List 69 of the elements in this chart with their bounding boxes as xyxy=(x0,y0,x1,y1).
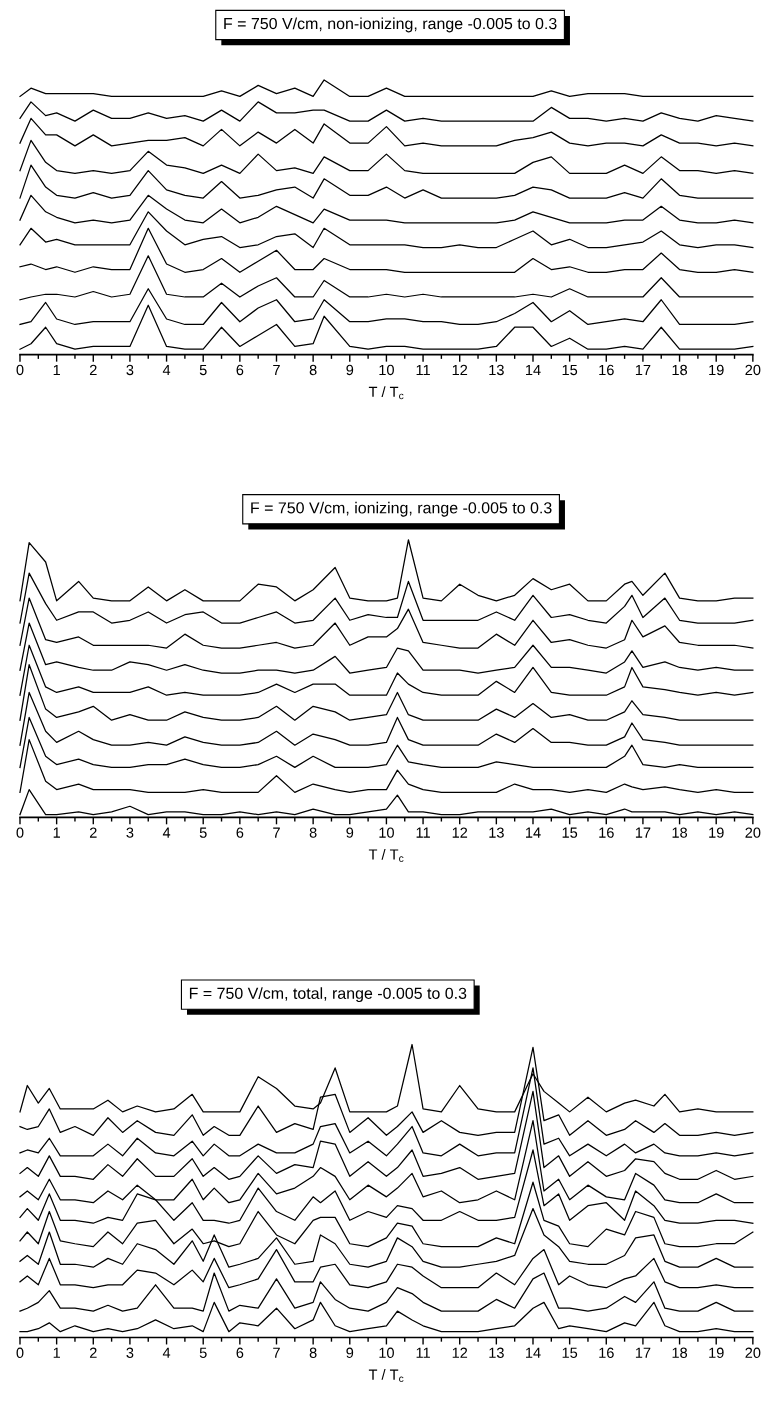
chart-title: F = 750 V/cm, non-ionizing, range -0.005 to 0.3 xyxy=(224,17,557,33)
x-tick-label: 14 xyxy=(526,364,541,375)
x-tick-label: 1 xyxy=(53,364,60,375)
x-tick-label: 16 xyxy=(599,364,614,376)
x-tick-label: 9 xyxy=(346,364,354,376)
x-tick-label: 17 xyxy=(635,1347,651,1358)
x-tick-label: 9 xyxy=(346,827,354,838)
x-tick-label: 5 xyxy=(199,1347,207,1358)
x-tick-label: 2 xyxy=(89,364,97,375)
x-tick-label: 7 xyxy=(273,364,280,375)
x-tick-label: 14 xyxy=(526,1347,541,1358)
x-tick-label: 10 xyxy=(379,1347,394,1358)
x-tick-label: 6 xyxy=(236,827,244,838)
x-tick-label: 5 xyxy=(199,827,207,838)
x-tick-label: 1 xyxy=(53,827,60,838)
chart-title: F = 750 V/cm, total, range -0.005 to 0.3 xyxy=(189,987,467,1003)
x-tick-label: 12 xyxy=(452,1347,468,1358)
x-tick-label: 13 xyxy=(489,364,504,376)
x-tick-label: 18 xyxy=(672,1347,688,1358)
x-tick-label: 8 xyxy=(309,1347,317,1358)
x-tick-label: 19 xyxy=(709,1347,724,1358)
x-tick-label: 7 xyxy=(273,1347,280,1358)
x-tick-label: 0 xyxy=(16,827,24,838)
x-axis-title: T / T$_{c}$ xyxy=(368,1369,404,1383)
x-tick-label: 12 xyxy=(452,364,468,375)
x-tick-label: 19 xyxy=(709,364,724,376)
x-tick-label: 11 xyxy=(416,827,430,838)
x-tick-label: 4 xyxy=(162,1347,171,1358)
x-tick-label: 13 xyxy=(489,827,504,838)
x-tick-label: 6 xyxy=(236,1347,244,1358)
x-tick-label: 16 xyxy=(599,827,614,838)
x-tick-label: 2 xyxy=(89,1347,97,1358)
x-tick-label: 8 xyxy=(309,827,317,838)
x-tick-label: 19 xyxy=(709,827,724,838)
x-tick-label: 2 xyxy=(89,827,97,838)
x-tick-label: 16 xyxy=(599,1347,614,1358)
x-axis-title: T / T$_{c}$ xyxy=(368,386,404,400)
x-tick-label: 14 xyxy=(526,827,541,838)
x-tick-label: 10 xyxy=(379,827,394,838)
x-tick-label: 15 xyxy=(562,364,578,376)
x-tick-label: 18 xyxy=(672,364,688,376)
x-tick-label: 1 xyxy=(53,1347,60,1358)
x-tick-label: 3 xyxy=(126,364,134,376)
x-tick-label: 11 xyxy=(416,364,430,375)
x-tick-label: 17 xyxy=(635,364,651,375)
x-tick-label: 6 xyxy=(236,364,244,376)
x-tick-label: 15 xyxy=(562,827,578,838)
x-tick-label: 20 xyxy=(745,827,761,838)
x-tick-label: 4 xyxy=(162,364,171,375)
x-tick-label: 10 xyxy=(379,364,394,376)
x-tick-label: 7 xyxy=(273,827,280,838)
x-tick-label: 9 xyxy=(346,1347,354,1358)
x-tick-label: 18 xyxy=(672,827,688,838)
x-tick-label: 5 xyxy=(199,364,207,376)
x-tick-label: 15 xyxy=(562,1347,578,1358)
x-tick-label: 0 xyxy=(16,1347,24,1358)
x-tick-label: 17 xyxy=(635,827,651,838)
x-tick-label: 13 xyxy=(489,1347,504,1358)
x-tick-label: 3 xyxy=(126,827,134,838)
x-tick-label: 20 xyxy=(745,1347,761,1358)
chart-title: F = 750 V/cm, ionizing, range -0.005 to 0.3 xyxy=(251,501,552,517)
x-tick-label: 4 xyxy=(162,827,171,838)
x-tick-label: 20 xyxy=(745,364,761,376)
x-tick-label: 12 xyxy=(452,827,468,838)
x-tick-label: 8 xyxy=(309,364,317,376)
x-tick-label: 3 xyxy=(126,1347,134,1358)
x-tick-label: 11 xyxy=(416,1347,430,1358)
x-tick-label: 0 xyxy=(16,364,24,376)
x-axis-title: T / T$_{c}$ xyxy=(368,848,404,862)
